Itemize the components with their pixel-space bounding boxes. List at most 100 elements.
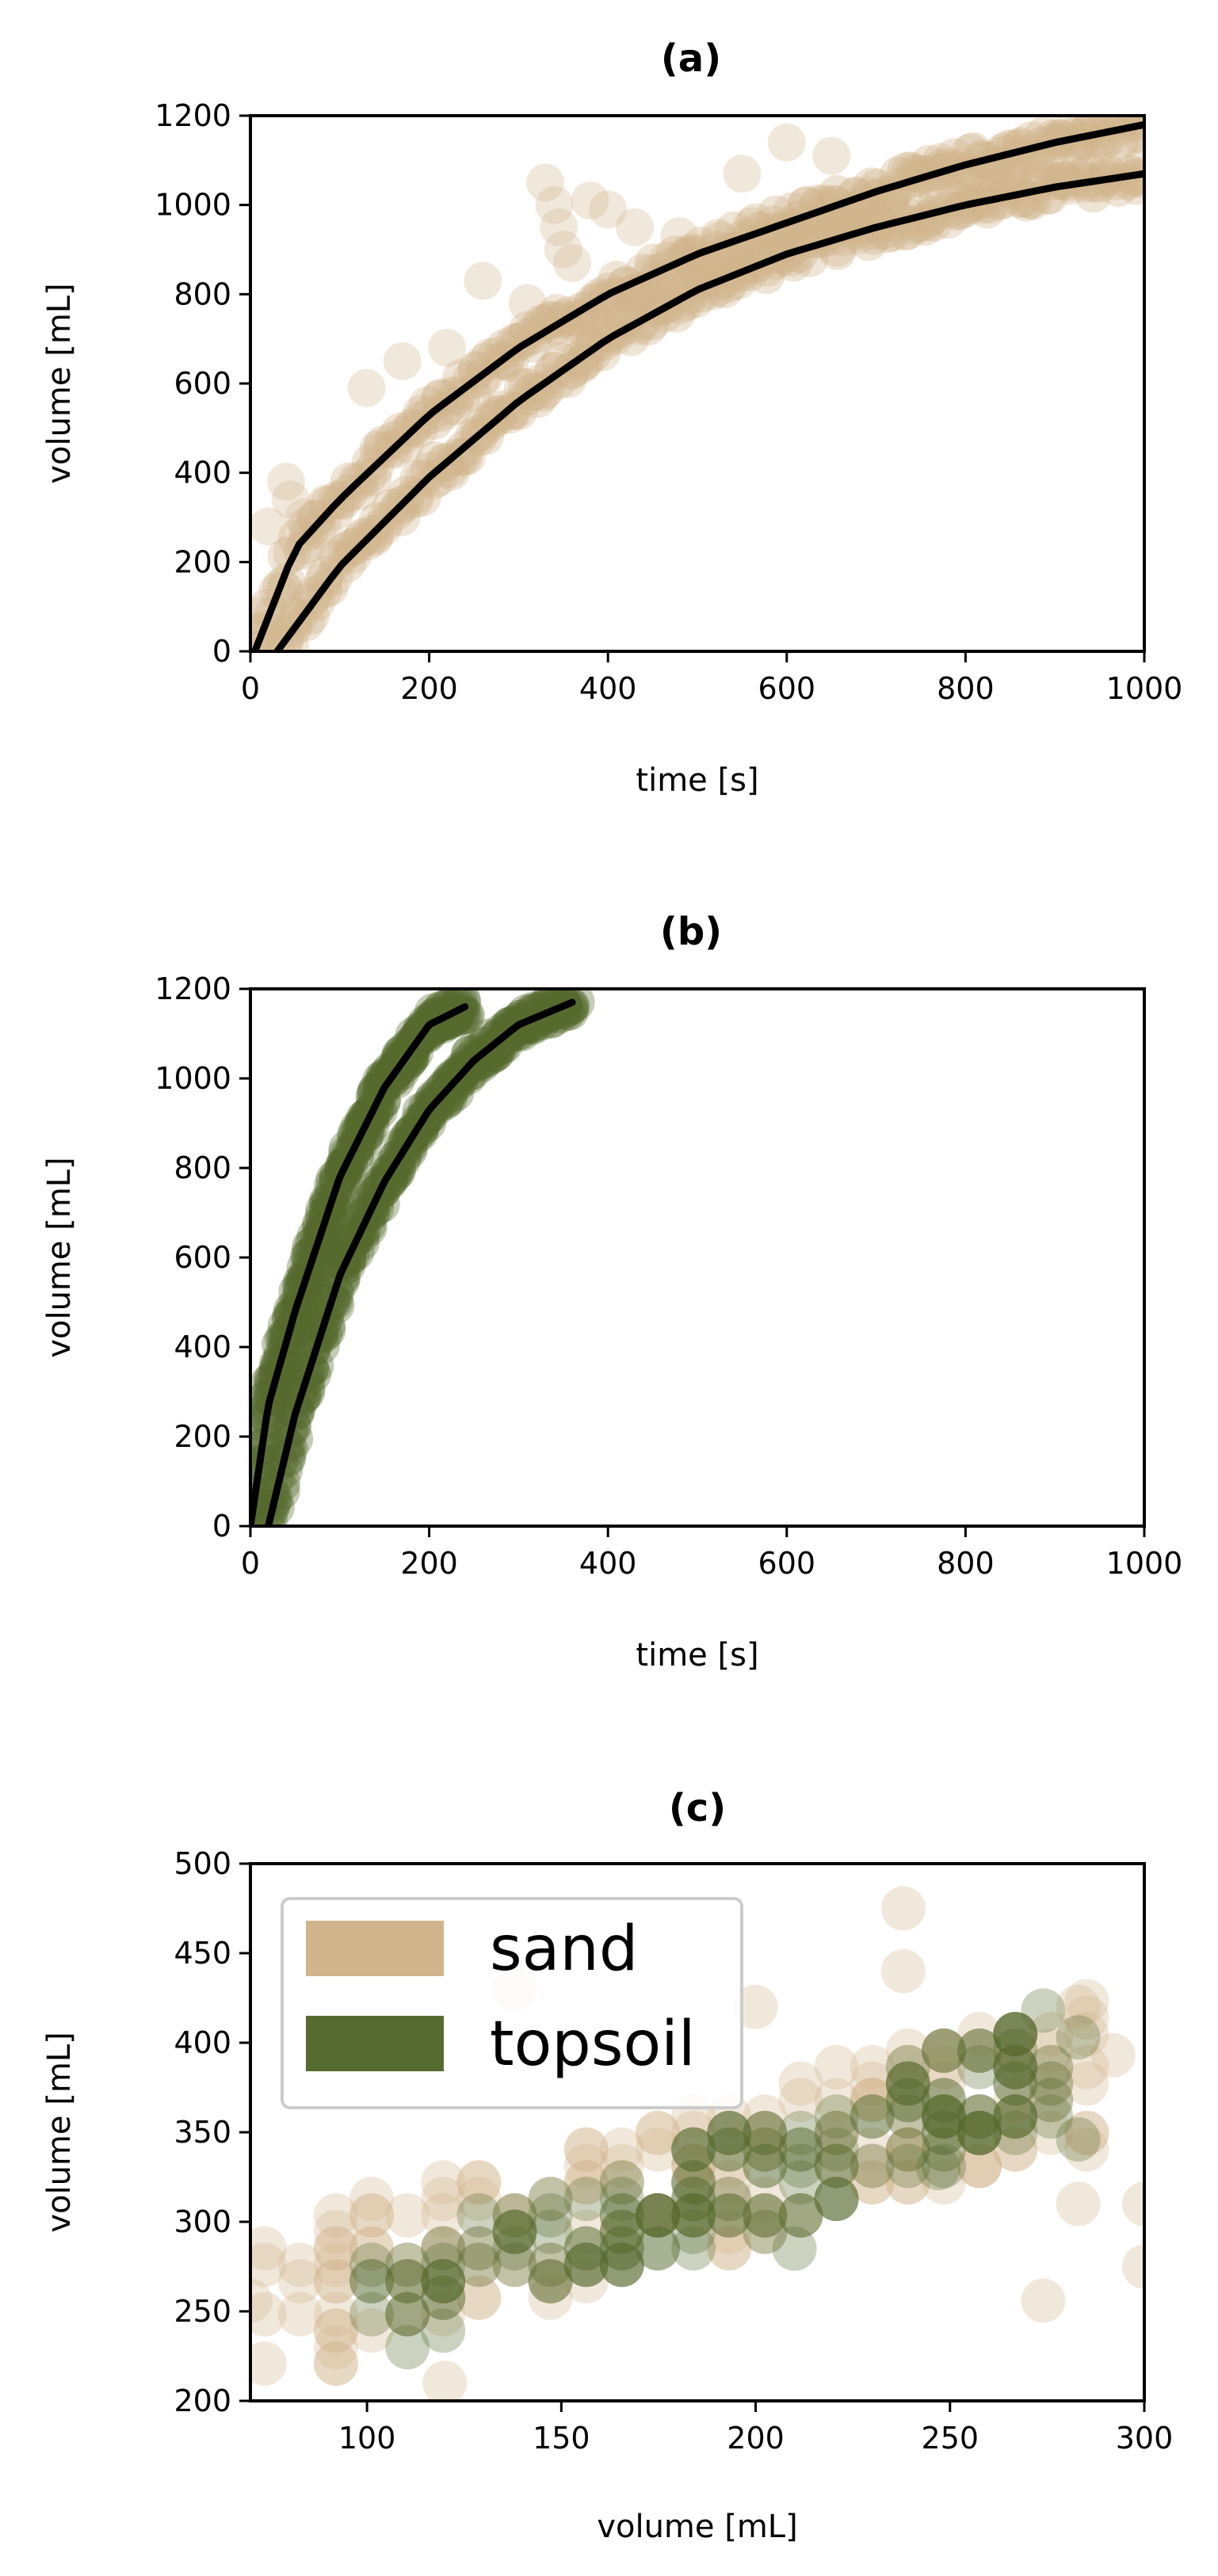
- y-tick-label: 0: [212, 634, 231, 669]
- topsoil-point: [528, 2177, 573, 2222]
- topsoil-point: [885, 2061, 930, 2106]
- sand-point: [372, 488, 410, 527]
- sand-outlier-point: [271, 480, 310, 519]
- topsoil-point: [814, 2143, 859, 2189]
- sand-outlier-point: [284, 498, 323, 536]
- topsoil-point: [707, 2110, 752, 2155]
- sand-point: [561, 346, 600, 385]
- sand-point: [850, 2078, 895, 2123]
- sand-outlier-point: [250, 507, 288, 546]
- topsoil-point: [425, 1082, 464, 1121]
- sand-point: [313, 2341, 358, 2386]
- sand-outlier-point: [540, 208, 578, 246]
- topsoil-point: [921, 2094, 966, 2139]
- topsoil-point: [957, 2094, 1002, 2139]
- x-tick-label: 600: [758, 671, 816, 706]
- sand-point: [341, 521, 380, 560]
- topsoil-point: [635, 2192, 680, 2238]
- panel-c-y-label: volume [mL]: [41, 2032, 78, 2232]
- sand-point: [349, 2308, 395, 2353]
- sand-point: [456, 2160, 502, 2205]
- sand-point: [351, 443, 390, 482]
- sand-point: [504, 368, 543, 407]
- topsoil-point: [492, 2192, 537, 2238]
- topsoil-point: [426, 1081, 464, 1120]
- topsoil-point: [885, 2143, 930, 2189]
- topsoil-point: [993, 2110, 1038, 2155]
- sand-point: [362, 431, 401, 470]
- panel-c-plot-area: [250, 1886, 1144, 2401]
- sand-point: [422, 378, 460, 417]
- sand-point: [850, 2143, 895, 2189]
- x-tick-label: 1000: [1106, 1546, 1183, 1581]
- topsoil-point: [528, 2259, 573, 2304]
- topsoil-point: [885, 2094, 930, 2139]
- sand-point: [277, 2242, 323, 2288]
- sand-point: [250, 2242, 287, 2288]
- sand-point: [599, 2143, 644, 2189]
- sand-point: [276, 597, 315, 636]
- topsoil-point: [957, 2044, 1002, 2089]
- sand-point: [563, 2127, 609, 2172]
- topsoil-point: [885, 2061, 930, 2106]
- topsoil-point: [671, 2127, 716, 2172]
- sand-point: [528, 2177, 573, 2222]
- topsoil-point: [551, 989, 590, 1025]
- topsoil-point: [957, 2110, 1002, 2155]
- topsoil-point: [850, 2094, 895, 2139]
- topsoil-point: [671, 2192, 716, 2238]
- x-tick-label: 0: [241, 1546, 260, 1581]
- topsoil-point: [464, 1028, 502, 1067]
- sand-point: [957, 2143, 1002, 2189]
- sand-point: [291, 596, 330, 635]
- sand-point: [435, 387, 474, 426]
- sand-point: [850, 2160, 895, 2205]
- topsoil-point: [850, 2143, 895, 2189]
- topsoil-point: [743, 2110, 788, 2155]
- sand-point: [885, 2160, 930, 2205]
- topsoil-point: [957, 2110, 1002, 2155]
- x-tick-label: 400: [579, 671, 637, 706]
- sand-outlier-point: [508, 284, 547, 322]
- topsoil-point: [599, 2209, 644, 2254]
- sand-point: [415, 441, 454, 479]
- topsoil-point: [421, 2259, 466, 2304]
- sand-outlier-point: [571, 181, 609, 220]
- sand-point: [528, 2259, 573, 2304]
- panel-b: (b) 0 200 400 600 800 1000 0 200 400 600 800 1000 1…: [41, 910, 1182, 1673]
- topsoil-point: [421, 2275, 466, 2320]
- sand-point: [1122, 2181, 1144, 2227]
- x-tick-label: 300: [1116, 2421, 1174, 2456]
- topsoil-point: [993, 2094, 1038, 2139]
- sand-point: [309, 485, 348, 524]
- sand-point: [491, 344, 529, 383]
- sand-point: [778, 2078, 823, 2123]
- panel-a-x-ticks: 0 200 400 600 800 1000: [241, 651, 1182, 706]
- topsoil-point: [885, 2078, 930, 2123]
- sand-point: [1090, 2032, 1136, 2078]
- topsoil-point: [635, 2192, 680, 2238]
- sand-point: [508, 368, 547, 406]
- topsoil-point: [743, 2143, 788, 2189]
- sand-point: [456, 2177, 502, 2222]
- topsoil-point: [449, 1056, 487, 1095]
- topsoil-point: [993, 2061, 1038, 2106]
- topsoil-point: [993, 2061, 1038, 2106]
- sand-point: [1064, 2044, 1109, 2089]
- sand-point: [499, 391, 538, 430]
- sand-point: [1029, 2078, 1074, 2123]
- sand-point: [707, 2160, 752, 2205]
- panel-c-data-layer: [250, 1886, 1144, 2401]
- sand-point: [562, 300, 601, 339]
- sand-point: [318, 539, 357, 578]
- sand-point: [492, 2192, 537, 2238]
- sand-point: [530, 301, 569, 340]
- sand-point: [380, 412, 419, 451]
- topsoil-point: [993, 2012, 1038, 2057]
- sand-point: [635, 2192, 680, 2238]
- sand-point: [850, 2078, 895, 2123]
- sand-fit-line-1: [251, 120, 1144, 651]
- sand-point: [993, 2127, 1038, 2172]
- topsoil-point: [456, 2226, 502, 2271]
- topsoil-point: [916, 2146, 961, 2191]
